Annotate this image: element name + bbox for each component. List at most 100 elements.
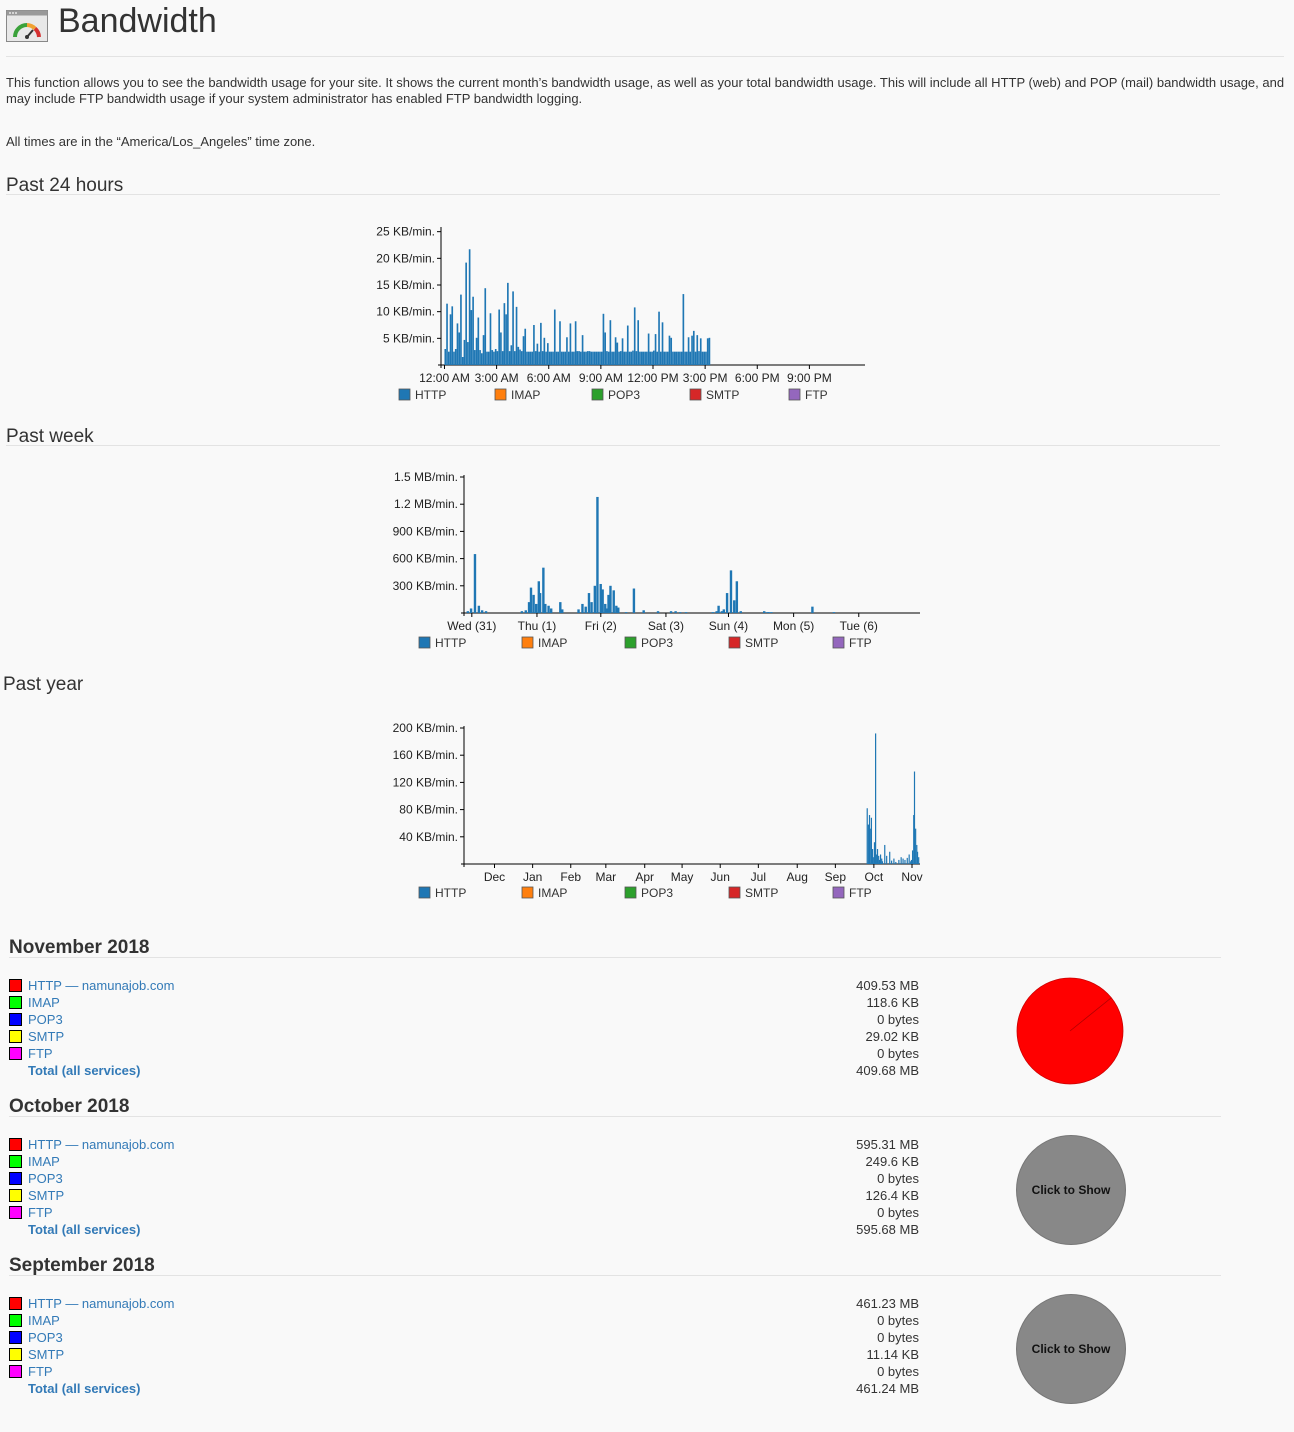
legend-swatch [418,886,431,899]
bar-http [527,602,531,613]
legend-item-imap[interactable]: IMAP [494,388,540,402]
bar-http [535,603,538,613]
bar-http [453,351,455,365]
bar-http [503,303,506,365]
section-title-past-week: Past week [6,426,94,447]
legend-item-pop3[interactable]: POP3 [591,388,640,402]
click-to-show-pie-button[interactable]: Click to Show [1016,1135,1126,1245]
legend-item-imap[interactable]: IMAP [521,636,567,650]
click-to-show-pie-button[interactable]: Click to Show [1016,1294,1126,1404]
service-link[interactable]: SMTP [28,1347,65,1362]
legend-item-smtp[interactable]: SMTP [728,636,778,650]
service-row-pop3: POP3 0 bytes [9,1171,929,1188]
bar-http [529,587,533,613]
bar-http [867,824,869,864]
bar-http [584,606,587,613]
month-title: October 2018 [9,1096,130,1117]
timezone-suffix: ” time zone. [247,134,316,149]
x-tick-label: May [671,870,694,884]
bar-http [699,338,702,365]
service-link[interactable]: IMAP [28,1313,60,1328]
y-tick-label: 1.5 MB/min. [394,470,458,484]
legend-label: POP3 [641,636,673,650]
bar-http [642,610,645,613]
bar-http [446,303,448,365]
y-tick-label: 15 KB/min. [376,278,435,292]
bar-http [684,351,686,365]
legend-label: FTP [805,388,828,402]
past-24-hours-chart: 5 KB/min. 10 KB/min. 15 KB/min. 20 KB/min. 2… [376,225,865,402]
bar-http [679,351,681,365]
legend-item-http[interactable]: HTTP [418,636,466,650]
bar-http [487,351,490,365]
service-link[interactable]: FTP [28,1046,53,1061]
legend-item-smtp[interactable]: SMTP [689,388,739,402]
legend-item-imap[interactable]: IMAP [521,886,567,900]
bar-http [632,588,636,613]
bar-http [708,337,711,365]
bar-http [672,351,674,365]
service-link[interactable]: POP3 [28,1171,63,1186]
section-divider [6,194,1220,195]
bar-http [691,335,693,365]
click-to-show-label: Click to Show [1031,1342,1111,1356]
bar-http [597,351,600,365]
section-title-past-24-hours: Past 24 hours [6,175,124,196]
legend-item-ftp[interactable]: FTP [832,886,872,900]
service-row-pop3: POP3 0 bytes [9,1330,929,1347]
service-row-smtp: SMTP 126.4 KB [9,1188,929,1205]
page-title: Bandwidth [58,2,217,40]
legend-label: HTTP [435,636,466,650]
bar-http [515,306,518,365]
bar-http [624,612,628,613]
bar-http [571,351,573,365]
bar-http [680,351,683,365]
x-tick-label: Sun (4) [709,619,748,633]
bar-http [881,858,883,864]
legend-item-http[interactable]: HTTP [418,886,466,900]
bar-http [902,858,904,864]
service-color-swatch [9,1297,22,1310]
service-link[interactable]: HTTP — namunajob.com [28,978,175,993]
bar-http [486,351,488,365]
legend-item-http[interactable]: HTTP [398,388,446,402]
bar-http [564,351,567,365]
legend-item-ftp[interactable]: FTP [832,636,872,650]
legend-item-ftp[interactable]: FTP [788,388,828,402]
y-tick-label: 25 KB/min. [376,225,435,239]
service-link[interactable]: POP3 [28,1330,63,1345]
service-link[interactable]: HTTP — namunajob.com [28,1296,175,1311]
bar-http [767,612,770,613]
legend-item-smtp[interactable]: SMTP [728,886,778,900]
bar-http [684,612,688,613]
legend-item-pop3[interactable]: POP3 [624,636,673,650]
bar-http [879,854,882,864]
service-link[interactable]: FTP [28,1364,53,1379]
bar-http [527,351,530,365]
bar-http [703,351,706,365]
service-link[interactable]: FTP [28,1205,53,1220]
bar-http [602,313,605,365]
legend-item-pop3[interactable]: POP3 [624,886,673,900]
bar-http [472,296,474,365]
bar-http [705,351,707,365]
service-link[interactable]: IMAP [28,995,60,1010]
service-link[interactable]: HTTP — namunajob.com [28,1137,175,1152]
service-link[interactable]: SMTP [28,1029,65,1044]
service-link[interactable]: SMTP [28,1188,65,1203]
bar-http [595,351,598,365]
service-usage-value: 409.53 MB [856,978,919,993]
service-link[interactable]: IMAP [28,1154,60,1169]
bar-http [647,333,650,365]
bar-http [513,351,516,365]
timezone-prefix: All times are in the “ [6,134,121,149]
bar-http [553,309,556,365]
bar-http [510,345,513,365]
service-color-swatch [9,1047,22,1060]
bar-http [656,351,659,365]
service-link[interactable]: POP3 [28,1012,63,1027]
bar-http [884,844,886,864]
legend-label: SMTP [745,886,778,900]
bar-http [507,282,509,365]
bar-http [871,849,874,864]
